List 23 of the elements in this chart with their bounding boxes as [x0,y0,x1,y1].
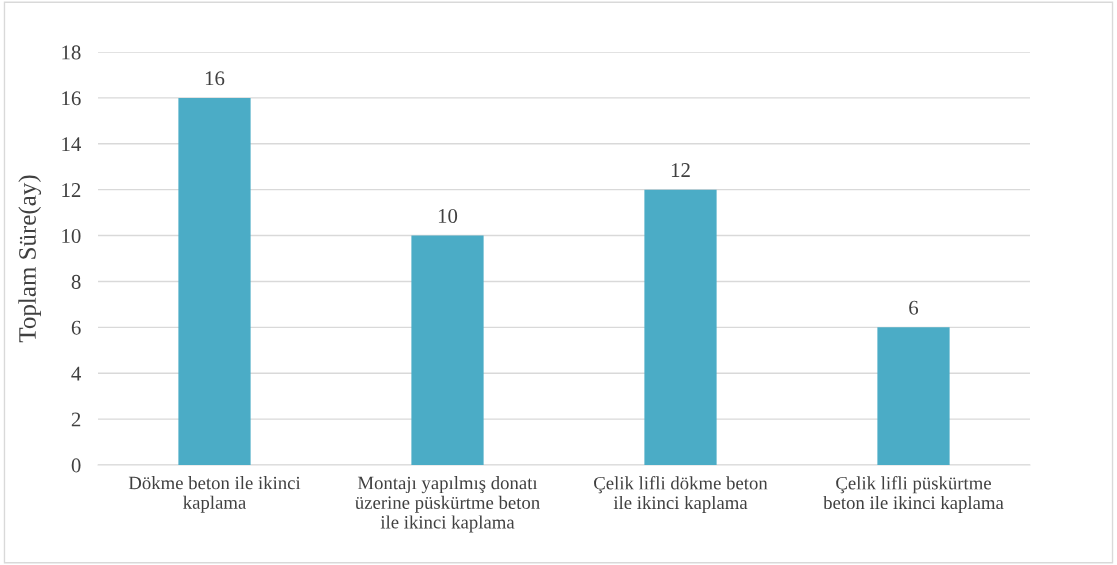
y-tick-label: 12 [62,183,81,197]
y-tick-label: 4 [71,366,82,381]
y-tick-label: 14 [62,137,82,152]
data-label: 6 [909,300,919,315]
y-tick-label: 0 [71,458,81,473]
data-label: 10 [438,208,458,223]
y-tick-label: 2 [71,412,81,427]
data-label: 12 [671,163,690,177]
bar [178,97,251,465]
y-tick-label: 16 [62,91,81,106]
bar [877,327,950,465]
x-tick-label: Çelik lifli püskürtme beton ile ikinci kaplama [823,476,1004,513]
y-tick-label: 6 [71,320,81,335]
x-tick-label: Çelik lifli dökme beton ile ikinci kaplama [594,476,768,513]
y-axis-title: Toplam Süre(ay) [18,175,42,343]
bar [644,189,717,465]
x-tick-label: Montajı yapılmış donatı üzerine püskürtme beton ile ikinci kaplama [355,476,540,533]
data-label: 16 [205,71,225,86]
y-tick-label: 18 [62,45,81,60]
x-tick-label: Dökme beton ile ikinci kaplama [128,476,301,513]
y-tick-label: 10 [62,228,81,243]
y-tick-label: 8 [71,274,81,289]
bar [411,235,484,465]
